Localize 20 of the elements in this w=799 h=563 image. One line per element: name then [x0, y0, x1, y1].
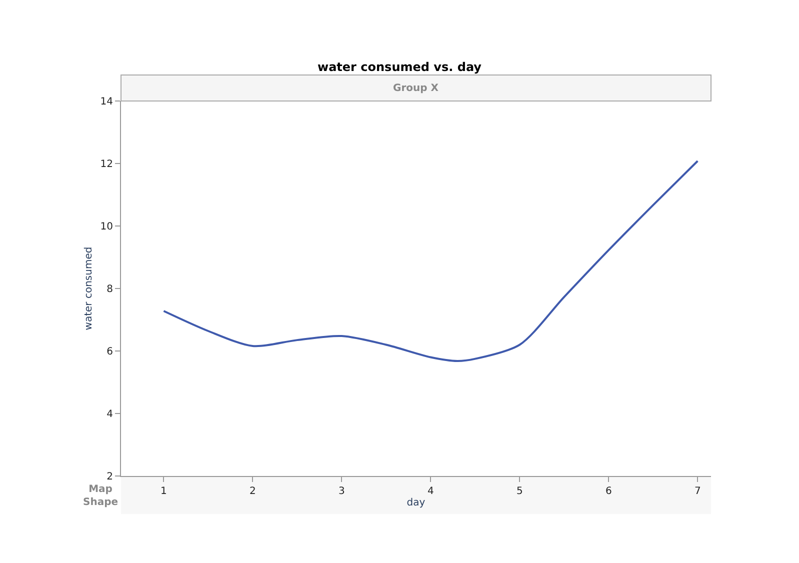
y-tick-label: 4 [106, 409, 113, 420]
y-tick-label: 2 [106, 472, 113, 482]
y-tick-label: 14 [100, 96, 113, 108]
text: Group X [393, 83, 439, 94]
x-tick-label: 3 [338, 486, 345, 497]
x-axis-title: day [406, 498, 426, 508]
x-tick-label: 2 [250, 486, 256, 497]
x-tick-label: 6 [605, 486, 612, 497]
y-axis-title: water consumed [83, 246, 94, 330]
x-tick-label: 4 [427, 486, 434, 497]
y-tick-label: 8 [106, 284, 113, 295]
y-tick-label: 12 [100, 159, 113, 170]
x-tick-label: 1 [160, 486, 167, 497]
x-tick-label: 5 [516, 486, 523, 497]
y-tick-label: 6 [106, 346, 113, 358]
chart-title: water consumed vs. day [318, 60, 482, 74]
x-tick-label: 7 [694, 486, 701, 497]
line-series [162, 160, 699, 362]
text: Map Shape [83, 484, 118, 508]
y-tick-label: 10 [100, 222, 113, 232]
